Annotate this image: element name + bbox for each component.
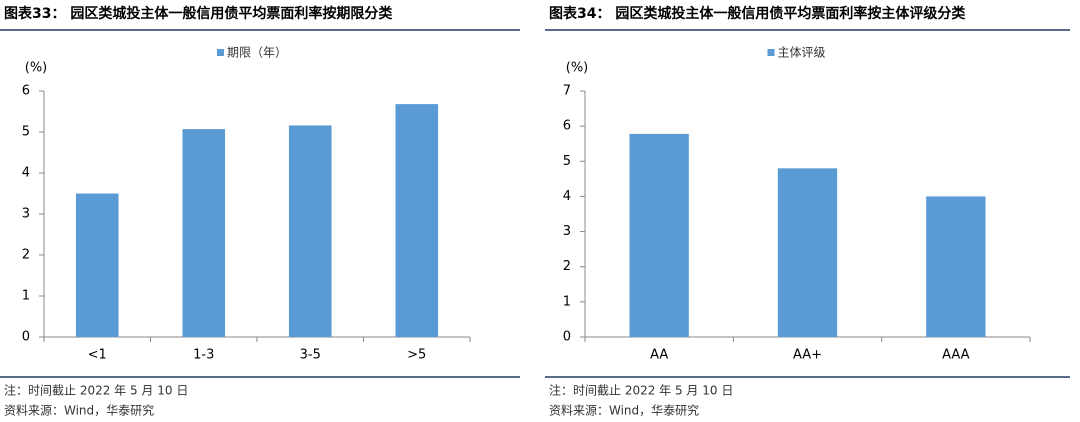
y-tick-label: 2	[563, 259, 571, 274]
x-tick-label: 3-5	[300, 348, 321, 363]
y-tick-label: 1	[563, 294, 571, 309]
y-tick-label: 0	[22, 330, 30, 345]
source: 资料来源：Wind，华泰研究	[4, 403, 154, 418]
y-tick-label: 3	[22, 207, 30, 222]
bar	[629, 133, 689, 337]
y-axis-label: (%)	[25, 61, 48, 76]
legend-label: 期限（年）	[227, 46, 287, 60]
y-tick-label: 4	[22, 166, 30, 181]
bar	[288, 125, 332, 337]
note: 注：时间截止 2022 年 5 月 10 日	[4, 383, 188, 398]
x-tick-label: <1	[88, 348, 107, 363]
y-tick-label: 6	[563, 119, 571, 134]
chart-title: 图表33： 园区类城投主体一般信用债平均票面利率按期限分类	[4, 5, 393, 22]
y-tick-label: 7	[563, 84, 571, 99]
bar	[926, 196, 986, 337]
legend-swatch	[767, 49, 775, 56]
bar	[75, 193, 119, 337]
y-tick-label: 6	[22, 84, 30, 99]
y-tick-label: 1	[22, 289, 30, 304]
y-tick-label: 3	[563, 224, 571, 239]
source: 资料来源：Wind，华泰研究	[549, 403, 699, 418]
bar	[395, 104, 439, 338]
note: 注：时间截止 2022 年 5 月 10 日	[549, 383, 733, 398]
x-tick-label: AA	[650, 348, 668, 363]
bar	[182, 129, 226, 337]
y-tick-label: 5	[22, 125, 30, 140]
y-tick-label: 5	[563, 154, 571, 169]
y-tick-label: 0	[563, 330, 571, 345]
chart-title: 图表34： 园区类城投主体一般信用债平均票面利率按主体评级分类	[549, 5, 966, 22]
y-tick-label: 4	[563, 189, 571, 204]
x-tick-label: >5	[407, 348, 426, 363]
x-tick-label: AA+	[793, 348, 822, 363]
y-tick-label: 2	[22, 248, 30, 263]
legend-label: 主体评级	[778, 46, 826, 60]
bar	[777, 168, 838, 337]
x-tick-label: 1-3	[193, 348, 214, 363]
legend-swatch	[217, 49, 224, 56]
y-axis-label: (%)	[566, 61, 589, 76]
x-tick-label: AAA	[942, 348, 970, 363]
